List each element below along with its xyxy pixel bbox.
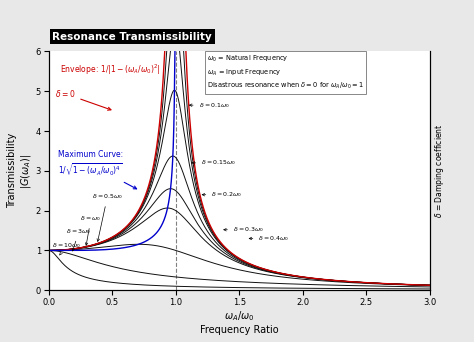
Text: $\delta = 0.1\omega_0$: $\delta = 0.1\omega_0$ <box>190 101 230 109</box>
Text: $\delta = 0.2\omega_0$: $\delta = 0.2\omega_0$ <box>202 190 242 199</box>
Text: Resonance Transmissibility: Resonance Transmissibility <box>53 32 212 42</box>
X-axis label: $\omega_A/\omega_0$
Frequency Ratio: $\omega_A/\omega_0$ Frequency Ratio <box>200 310 279 335</box>
Text: Envelope: $1/|1-(\omega_A/\omega_0)^2|$: Envelope: $1/|1-(\omega_A/\omega_0)^2|$ <box>60 63 161 77</box>
Text: $\delta = 0.4\omega_0$: $\delta = 0.4\omega_0$ <box>249 234 290 243</box>
Text: $\delta = 0.5\omega_0$: $\delta = 0.5\omega_0$ <box>92 192 123 241</box>
Text: $\omega_0$ = Natural Frequency
$\omega_A$ = Input Frequency
Disastrous resonance: $\omega_0$ = Natural Frequency $\omega_A… <box>207 54 364 91</box>
Text: $\delta = 3\omega_0$: $\delta = 3\omega_0$ <box>66 227 91 251</box>
Y-axis label: $\delta$ = Damping coefficient: $\delta$ = Damping coefficient <box>433 123 446 218</box>
Text: Maximum Curve:
$1/\sqrt{1-(\omega_A/\omega_0)^4}$: Maximum Curve: $1/\sqrt{1-(\omega_A/\ome… <box>57 150 137 189</box>
Text: $\delta = 10\omega_0$: $\delta = 10\omega_0$ <box>53 241 82 255</box>
Text: $\delta = 0.15\omega_0$: $\delta = 0.15\omega_0$ <box>192 158 236 167</box>
Text: $\delta = 0.3\omega_0$: $\delta = 0.3\omega_0$ <box>224 225 264 234</box>
Text: $\delta = \omega_0$: $\delta = \omega_0$ <box>81 214 101 245</box>
Text: $\delta = 0$: $\delta = 0$ <box>55 88 111 110</box>
Y-axis label: Transmissibility
$|G(\omega_A)|$: Transmissibility $|G(\omega_A)|$ <box>7 133 33 209</box>
